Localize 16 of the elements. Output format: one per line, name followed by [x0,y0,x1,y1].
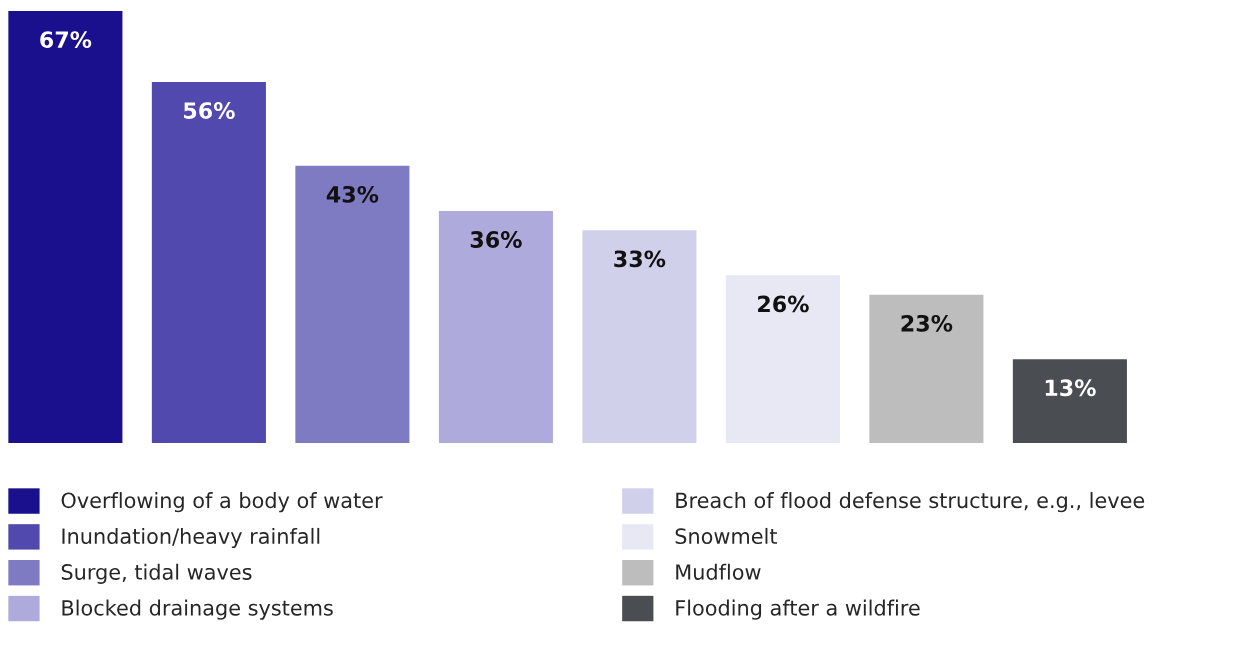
legend-label: Mudflow [676,563,761,580]
legend-label: Inundation/heavy rainfall [62,527,320,549]
data-label: 23% [901,314,953,332]
data-label: 33% [614,250,666,268]
data-label: 36% [470,231,522,248]
data-label: 43% [326,185,379,203]
data-label: 56% [184,102,235,119]
legend-label: Snowmelt [675,527,778,545]
data-label: 13% [1045,379,1096,397]
legend-label: Breach of flood defense structure, e.g., levee [676,492,1145,513]
data-label: 26% [758,295,809,313]
data-label: 67% [40,31,92,48]
legend-label: Overflowing of a body of water [61,492,383,513]
legend-label: Surge, tidal waves [61,563,252,584]
legend-label: Flooding after a wildfire [676,599,920,620]
legend-label: Blocked drainage systems [62,599,333,620]
